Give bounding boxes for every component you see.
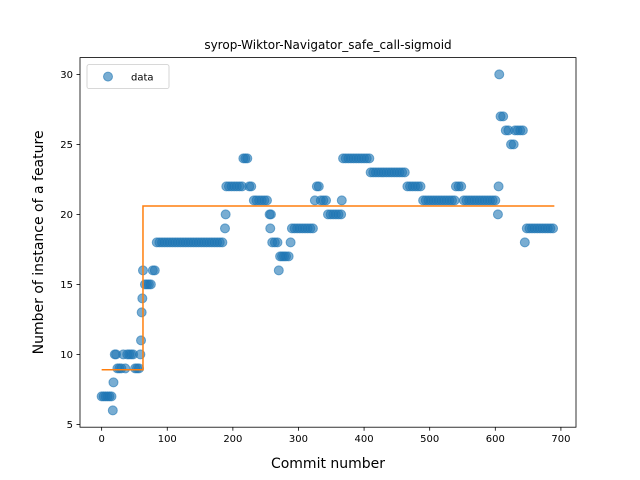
fit-line-path	[101, 205, 555, 371]
y-tick-label: 5	[67, 420, 73, 431]
fit-line	[101, 205, 555, 371]
y-axis-ticks: 5 10 15 20 25 30	[60, 70, 80, 431]
data-point	[494, 69, 505, 80]
data-point	[336, 195, 347, 206]
data-point	[136, 335, 147, 346]
x-tick-label: 100	[158, 434, 177, 445]
data-point	[120, 363, 131, 374]
data-point	[145, 279, 156, 290]
data-point	[321, 195, 332, 206]
data-point	[149, 265, 160, 276]
data-point	[265, 223, 276, 234]
y-tick-label: 25	[60, 140, 73, 151]
data-point	[415, 181, 426, 192]
data-point	[493, 181, 504, 192]
data-point	[273, 265, 284, 276]
data-point	[449, 195, 460, 206]
legend-label-data: data	[131, 72, 154, 83]
data-point	[285, 237, 296, 248]
data-point	[456, 181, 467, 192]
data-point	[261, 195, 272, 206]
y-tick-label: 15	[60, 280, 73, 291]
data-point	[219, 223, 230, 234]
x-tick-label: 600	[486, 434, 505, 445]
data-point	[107, 405, 118, 416]
data-point	[265, 209, 276, 220]
data-point	[217, 237, 228, 248]
y-axis-label: Number of instance of a feature	[31, 130, 47, 354]
data-points	[96, 69, 559, 416]
legend: data	[86, 64, 170, 89]
y-tick-label: 20	[60, 210, 73, 221]
data-point	[498, 111, 509, 122]
data-point	[272, 237, 283, 248]
data-point	[136, 307, 147, 318]
y-tick-label: 30	[60, 70, 73, 81]
data-point	[399, 167, 410, 178]
y-tick-label: 10	[60, 350, 73, 361]
x-tick-label: 700	[551, 434, 570, 445]
data-point	[336, 209, 347, 220]
data-point	[246, 181, 257, 192]
legend-box	[86, 64, 170, 89]
data-point	[519, 237, 530, 248]
plot-frame	[79, 57, 577, 428]
x-tick-label: 400	[355, 434, 374, 445]
x-axis-ticks: 0 100 200 300 400 500 600 700	[98, 427, 570, 445]
data-point	[283, 251, 294, 262]
data-point	[134, 363, 145, 374]
data-point	[220, 209, 231, 220]
data-point	[106, 391, 117, 402]
data-point	[517, 125, 528, 136]
legend-marker-data	[103, 71, 113, 82]
x-tick-label: 200	[223, 434, 242, 445]
data-point	[364, 153, 375, 164]
x-tick-label: 500	[420, 434, 439, 445]
data-point	[508, 139, 519, 150]
data-point	[490, 195, 501, 206]
x-tick-label: 300	[289, 434, 308, 445]
data-point	[313, 181, 324, 192]
chart-title: syrop-Wiktor-Navigator_safe_call-sigmoid	[204, 38, 451, 52]
x-axis-label: Commit number	[271, 456, 385, 472]
data-point	[108, 377, 119, 388]
x-tick-label: 0	[98, 434, 104, 445]
data-point	[307, 223, 318, 234]
data-point	[548, 223, 559, 234]
data-point	[242, 153, 253, 164]
data-point	[492, 209, 503, 220]
